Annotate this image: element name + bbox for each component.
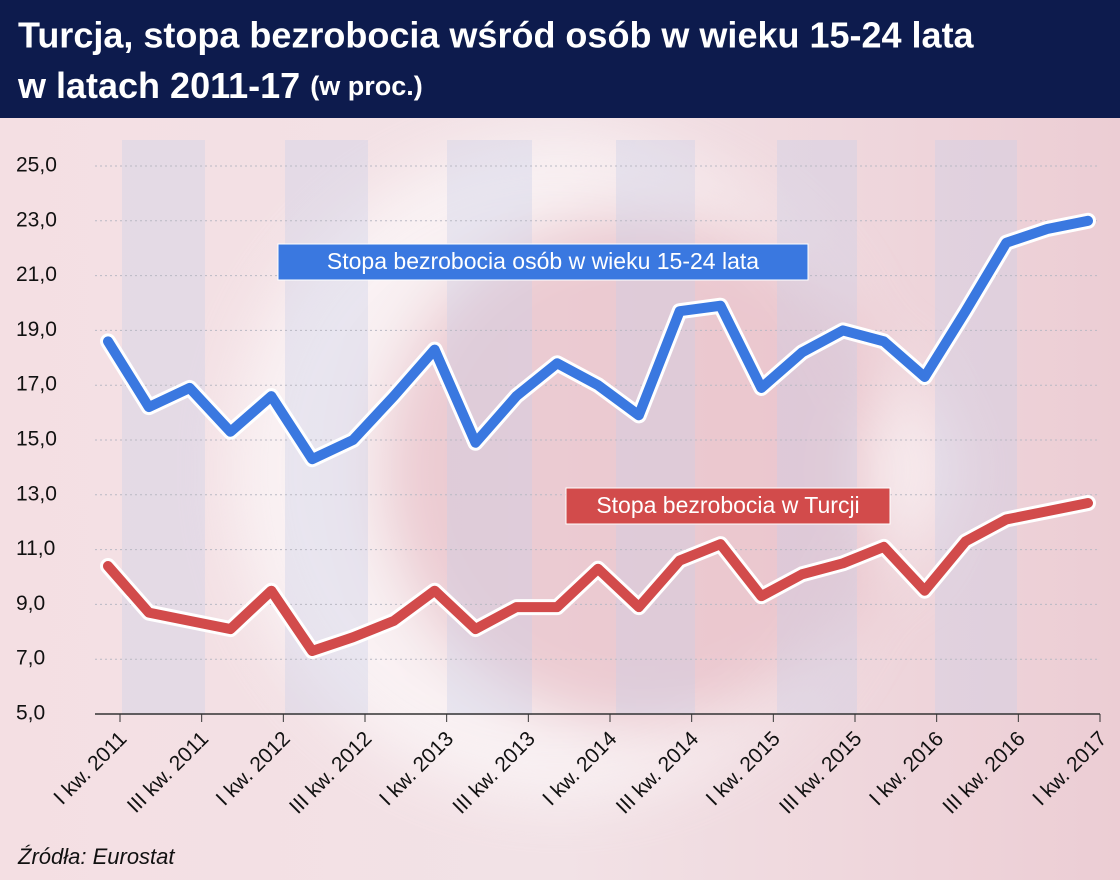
y-tick-label: 11,0	[16, 537, 55, 560]
y-tick-label: 9,0	[16, 592, 45, 615]
line	[103, 498, 1093, 656]
chart-title: Turcja, stopa bezrobocia wśród osób w wi…	[18, 15, 975, 56]
legend-box	[277, 243, 809, 281]
title-bar	[0, 0, 1120, 118]
y-tick-label: 5,0	[16, 702, 45, 725]
title-line: w latach 2011-17	[17, 65, 300, 106]
y-tick-label: 15,0	[16, 428, 57, 451]
legend-label: Stopa bezrobocia osób w wieku 15-24 lata	[327, 248, 759, 274]
y-tick-label: 17,0	[16, 373, 57, 396]
y-tick-label: 25,0	[16, 154, 57, 177]
y-tick-label: 21,0	[16, 263, 57, 286]
y-tick-label: 23,0	[16, 208, 57, 231]
legend-label: Stopa bezrobocia w Turcji	[596, 492, 859, 518]
line	[103, 215, 1093, 465]
y-tick-label: 19,0	[16, 318, 57, 341]
title-unit: (w proc.)	[310, 71, 423, 101]
source: Źródła: Eurostat	[17, 844, 175, 869]
y-tick-label: 7,0	[16, 647, 45, 670]
y-tick-label: 13,0	[16, 482, 57, 505]
chart-title: w latach 2011-17 (w proc.)	[17, 65, 423, 106]
legend-box	[565, 487, 891, 525]
